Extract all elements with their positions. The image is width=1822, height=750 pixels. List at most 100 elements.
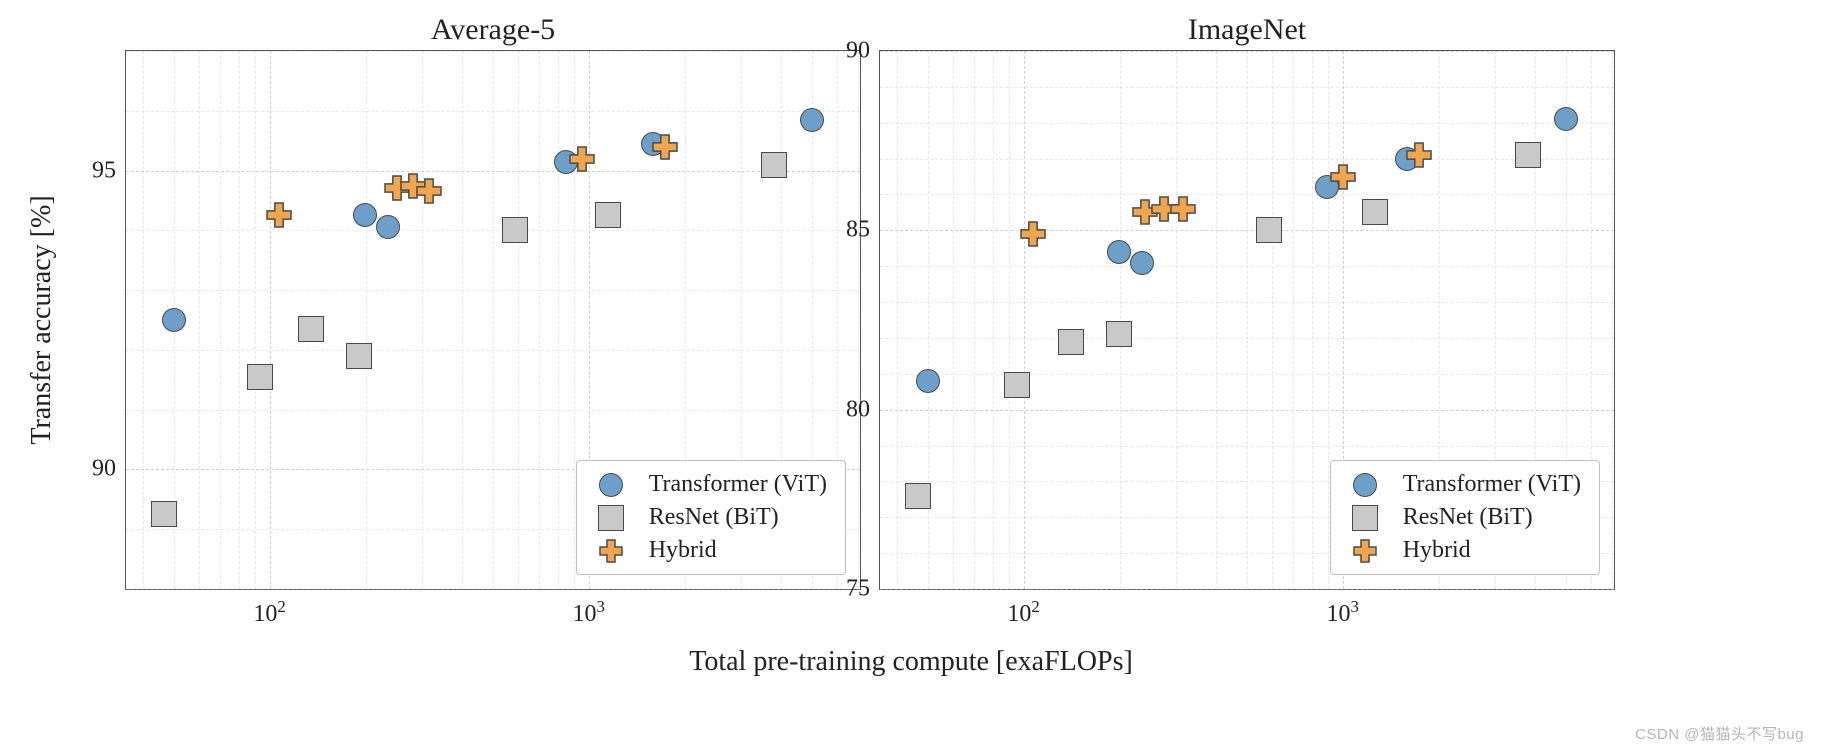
gridline-v-minor	[1312, 51, 1313, 589]
legend-label: ResNet (BiT)	[1403, 504, 1533, 531]
data-point-transformer	[916, 369, 940, 393]
data-point-resnet	[905, 483, 931, 509]
data-point-hybrid	[1020, 221, 1046, 247]
gridline-h-minor	[880, 123, 1614, 124]
watermark-text: CSDN @猫猫头不写bug	[1635, 723, 1804, 744]
gridline-v-major	[1024, 51, 1025, 589]
gridline-v-minor	[255, 51, 256, 589]
circle-marker-icon	[591, 473, 631, 497]
gridline-v-minor	[1272, 51, 1273, 589]
data-point-hybrid	[266, 202, 292, 228]
data-point-transformer	[1107, 240, 1131, 264]
plus-marker-icon	[591, 538, 631, 564]
gridline-v-minor	[974, 51, 975, 589]
data-point-resnet	[1362, 199, 1388, 225]
data-point-transformer	[1554, 107, 1578, 131]
gridline-v-minor	[1176, 51, 1177, 589]
panel-average5: Average-5 1021039095 Transformer (ViT) R…	[125, 50, 861, 590]
gridline-v-minor	[366, 51, 367, 589]
gridline-v-minor	[539, 51, 540, 589]
data-point-resnet	[346, 343, 372, 369]
gridline-h-minor	[880, 159, 1614, 160]
gridline-v-minor	[493, 51, 494, 589]
gridline-v-minor	[143, 51, 144, 589]
data-point-hybrid	[416, 178, 442, 204]
gridline-v-minor	[1216, 51, 1217, 589]
panel-title: ImageNet	[880, 13, 1614, 47]
y-tick-label: 85	[846, 217, 870, 244]
x-axis-label: Total pre-training compute [exaFLOPs]	[0, 646, 1822, 678]
gridline-h-major	[880, 51, 1614, 52]
legend-item-transformer: Transformer (ViT)	[1345, 471, 1581, 498]
data-point-resnet	[151, 501, 177, 527]
data-point-transformer	[162, 308, 186, 332]
legend-label: Hybrid	[649, 537, 717, 564]
data-point-resnet	[298, 316, 324, 342]
gridline-h-minor	[126, 350, 860, 351]
x-tick-label: 102	[253, 597, 285, 628]
gridline-v-minor	[462, 51, 463, 589]
gridline-v-minor	[993, 51, 994, 589]
legend-item-hybrid: Hybrid	[1345, 537, 1581, 564]
data-point-resnet	[1515, 142, 1541, 168]
y-axis-label: Transfer accuracy [%]	[26, 195, 58, 444]
gridline-h-minor	[126, 589, 860, 590]
data-point-transformer	[376, 215, 400, 239]
data-point-resnet	[1004, 372, 1030, 398]
data-point-resnet	[1058, 329, 1084, 355]
gridline-h-major	[126, 171, 860, 172]
y-tick-label: 90	[92, 456, 116, 483]
gridline-v-minor	[1328, 51, 1329, 589]
gridline-h-minor	[126, 290, 860, 291]
gridline-h-minor	[880, 446, 1614, 447]
data-point-hybrid	[1330, 164, 1356, 190]
data-point-hybrid	[1406, 142, 1432, 168]
gridline-v-minor	[220, 51, 221, 589]
gridline-h-major	[880, 230, 1614, 231]
gridline-v-minor	[1247, 51, 1248, 589]
gridline-v-minor	[1293, 51, 1294, 589]
gridline-v-minor	[953, 51, 954, 589]
gridline-h-minor	[126, 410, 860, 411]
legend-label: Hybrid	[1403, 537, 1471, 564]
gridline-h-minor	[126, 230, 860, 231]
gridline-h-minor	[880, 374, 1614, 375]
data-point-resnet	[1256, 217, 1282, 243]
data-point-resnet	[502, 217, 528, 243]
gridline-v-minor	[1009, 51, 1010, 589]
gridline-h-minor	[880, 194, 1614, 195]
data-point-transformer	[1130, 251, 1154, 275]
data-point-hybrid	[1170, 196, 1196, 222]
gridline-v-minor	[897, 51, 898, 589]
panel-imagenet: ImageNet 10210375808590 Transformer (ViT…	[879, 50, 1615, 590]
gridline-v-minor	[422, 51, 423, 589]
data-point-resnet	[595, 202, 621, 228]
gridline-h-major	[880, 410, 1614, 411]
gridline-v-minor	[574, 51, 575, 589]
x-tick-label: 103	[573, 597, 605, 628]
y-tick-label: 95	[92, 157, 116, 184]
gridline-h-minor	[880, 266, 1614, 267]
data-point-transformer	[353, 203, 377, 227]
gridline-h-minor	[126, 111, 860, 112]
gridline-v-minor	[239, 51, 240, 589]
square-marker-icon	[591, 505, 631, 531]
x-tick-label: 102	[1007, 597, 1039, 628]
circle-marker-icon	[1345, 473, 1385, 497]
data-point-resnet	[761, 152, 787, 178]
gridline-v-minor	[518, 51, 519, 589]
panels-row: Average-5 1021039095 Transformer (ViT) R…	[125, 50, 1615, 590]
legend-label: Transformer (ViT)	[1403, 471, 1581, 498]
legend-item-resnet: ResNet (BiT)	[1345, 504, 1581, 531]
data-point-hybrid	[569, 146, 595, 172]
gridline-h-major	[880, 589, 1614, 590]
legend: Transformer (ViT) ResNet (BiT) Hybrid	[1330, 460, 1600, 575]
gridline-h-minor	[880, 338, 1614, 339]
gridline-v-minor	[1120, 51, 1121, 589]
gridline-v-minor	[858, 51, 859, 589]
x-tick-label: 103	[1327, 597, 1359, 628]
legend-item-resnet: ResNet (BiT)	[591, 504, 827, 531]
gridline-v-minor	[1612, 51, 1613, 589]
legend: Transformer (ViT) ResNet (BiT) Hybrid	[576, 460, 846, 575]
square-marker-icon	[1345, 505, 1385, 531]
